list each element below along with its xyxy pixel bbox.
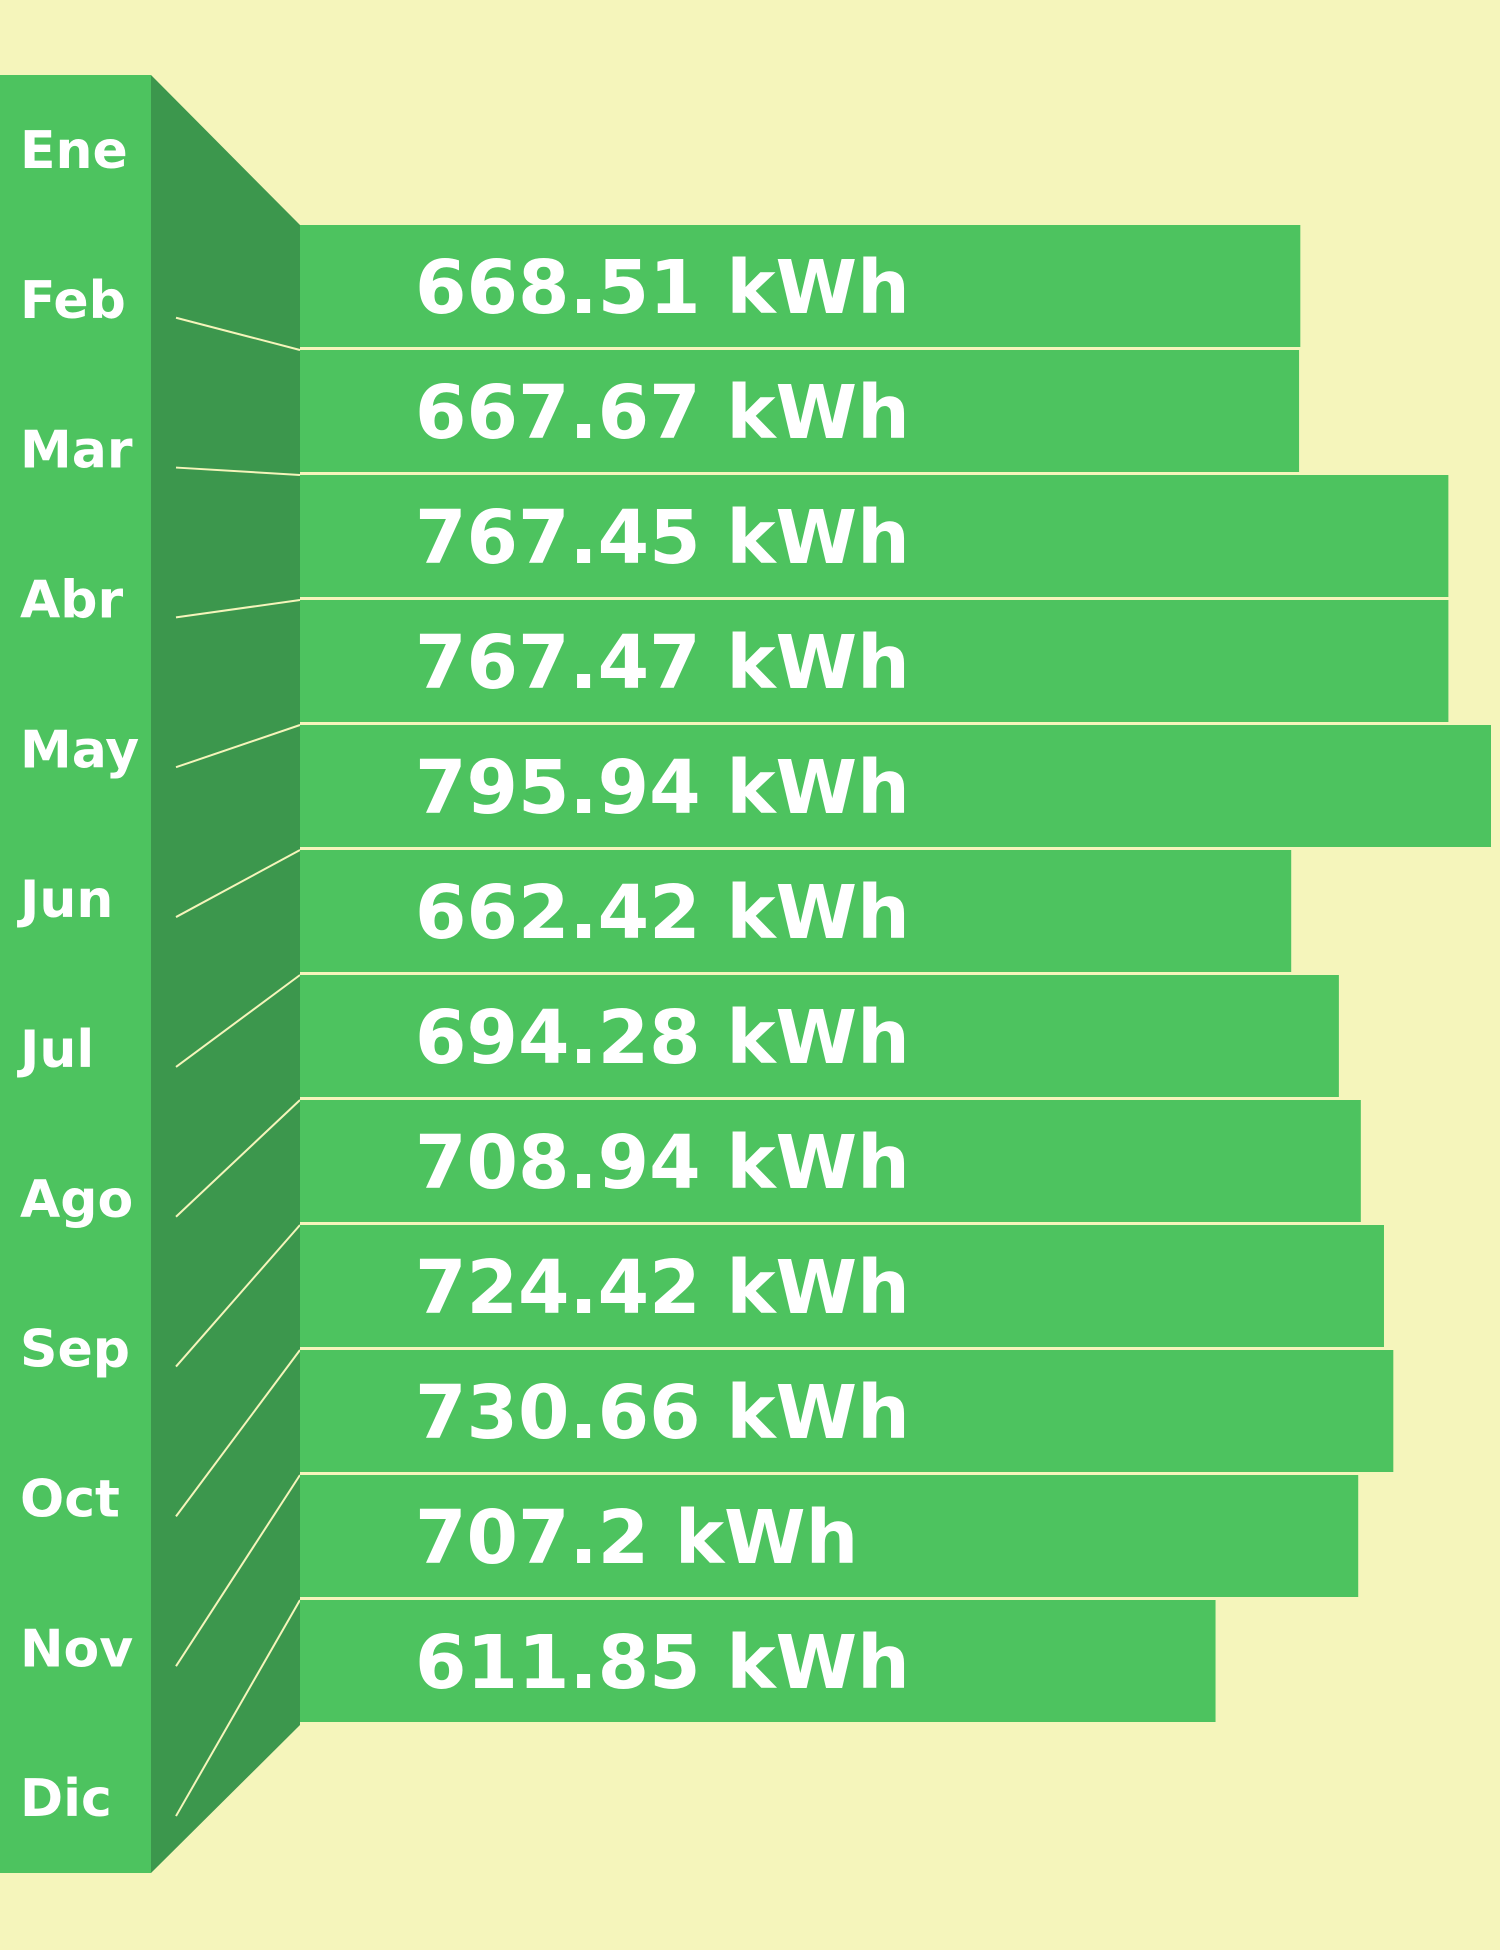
month-label: Jun (17, 870, 113, 930)
connector-separator-line (175, 724, 301, 769)
bar (300, 475, 1449, 597)
connector-separator-line (175, 316, 301, 351)
month-label: Nov (20, 1619, 133, 1679)
value-label: 767.45 kWh (415, 495, 910, 581)
value-label: 767.47 kWh (415, 620, 910, 706)
month-label: Mar (20, 421, 133, 481)
connector-separator-line (175, 974, 301, 1068)
value-label: 795.94 kWh (415, 745, 910, 831)
bar (300, 1475, 1359, 1597)
bar (300, 1350, 1394, 1472)
value-label: 668.51 kWh (415, 245, 910, 331)
value-label: 667.67 kWh (415, 370, 910, 456)
bar (300, 350, 1300, 472)
month-label: Ago (20, 1170, 133, 1230)
month-label: Sep (20, 1320, 130, 1380)
value-label: 611.85 kWh (415, 1620, 910, 1706)
panel-connector-shadow (151, 75, 300, 1873)
bar (300, 975, 1339, 1097)
month-label: Dic (20, 1769, 112, 1829)
value-label: 730.66 kWh (415, 1370, 910, 1456)
bar (300, 600, 1449, 722)
bar (300, 850, 1292, 972)
value-label: 707.2 kWh (415, 1495, 858, 1581)
month-label: Feb (20, 271, 126, 331)
value-label: 662.42 kWh (415, 870, 910, 956)
bar (300, 225, 1301, 347)
bar (300, 725, 1491, 847)
bar (300, 1600, 1216, 1722)
connector-separator-line (175, 1224, 301, 1368)
month-label: Ene (20, 121, 128, 181)
month-label: Jul (17, 1020, 94, 1080)
value-label: 694.28 kWh (415, 995, 910, 1081)
connector-separator-line (175, 1349, 301, 1517)
bar (300, 1100, 1361, 1222)
bar (300, 1225, 1384, 1347)
connector-separator-line (175, 1474, 301, 1667)
connector-separator-line (175, 599, 301, 619)
month-label-panel (0, 75, 151, 1873)
month-label: May (20, 720, 139, 780)
value-label: 724.42 kWh (415, 1245, 910, 1331)
connector-separator-line (175, 849, 301, 918)
month-label: Oct (20, 1469, 120, 1529)
connector-separator-line (175, 466, 301, 476)
connector-separator-line (175, 1099, 301, 1218)
month-label: Abr (20, 570, 123, 630)
connector-separator-line (175, 1599, 301, 1817)
value-label: 708.94 kWh (415, 1120, 910, 1206)
